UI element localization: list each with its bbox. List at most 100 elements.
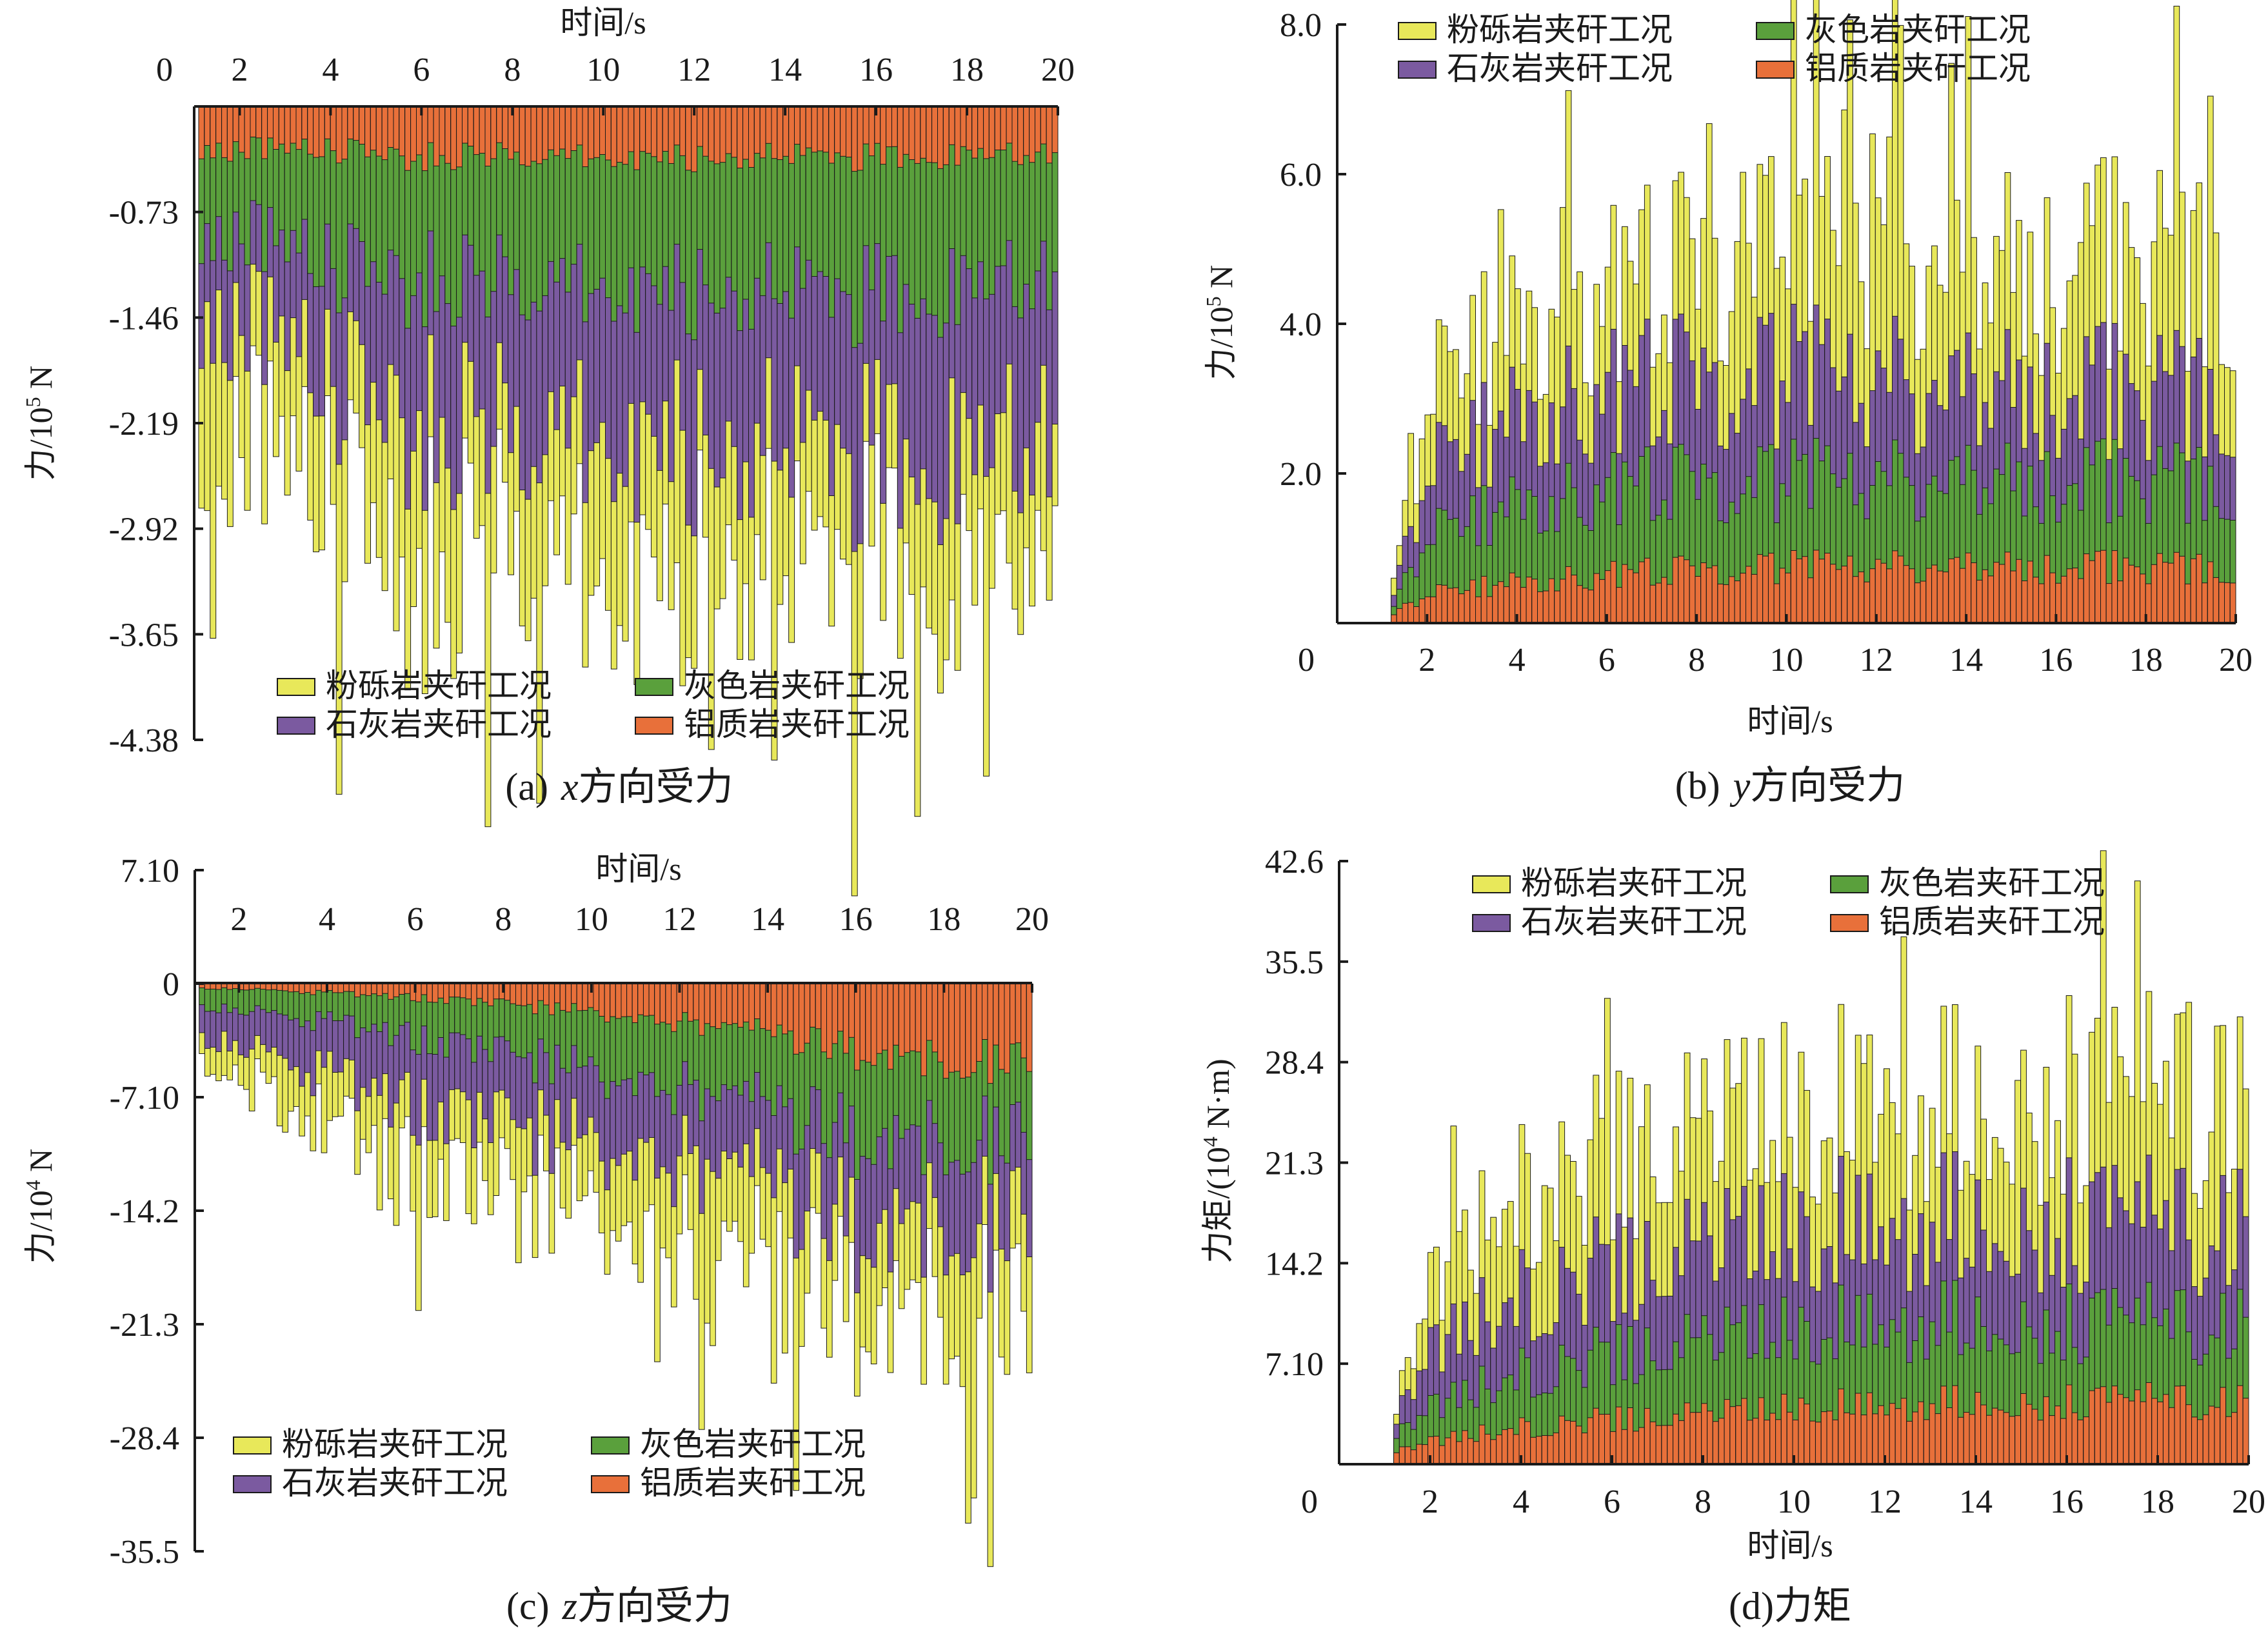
bar-orange — [1453, 587, 1459, 624]
bar-orange — [307, 106, 314, 155]
bar-orange — [267, 106, 274, 139]
bar-orange — [959, 983, 966, 1078]
bar-orange — [1462, 1430, 1468, 1465]
panel-d-y-ticks: 7.10 14.2 21.3 28.4 35.5 42.6 — [1265, 844, 1348, 1383]
bar-orange — [1815, 1422, 1822, 1465]
bar-orange — [628, 106, 635, 152]
bar-orange — [1889, 1403, 1896, 1465]
bar-orange — [254, 983, 261, 989]
bar-orange — [1638, 1427, 1645, 1465]
bar-orange — [610, 106, 617, 167]
bar-orange — [920, 983, 927, 1077]
bar-orange — [846, 106, 852, 157]
bar-orange — [427, 106, 434, 143]
bar-orange — [2122, 557, 2129, 624]
bar-orange — [1604, 1414, 1611, 1465]
bar-orange — [2100, 550, 2107, 624]
bar-orange — [2066, 568, 2073, 624]
bar-orange — [2105, 583, 2113, 624]
bar-orange — [444, 106, 452, 164]
panel-a-xlabel: 时间/s — [560, 5, 646, 41]
bar-orange — [437, 983, 444, 998]
bar-orange — [1804, 1404, 1811, 1465]
bar-orange — [759, 106, 766, 159]
bar-orange — [1706, 568, 1713, 624]
legend-swatch-yellow — [233, 1436, 272, 1455]
bar-orange — [1946, 1407, 1953, 1465]
bar-orange — [1775, 1419, 1782, 1465]
bar-orange — [1809, 1420, 1816, 1465]
panel-b-xlabel: 时间/s — [1747, 703, 1833, 739]
bar-orange — [471, 983, 477, 1006]
bar-orange — [1740, 573, 1747, 624]
bar-orange — [1807, 577, 1814, 624]
bar-orange — [2010, 570, 2017, 624]
bar-orange — [1903, 565, 1910, 624]
y-tick-label: -28.4 — [110, 1420, 179, 1457]
bar-orange — [1912, 1411, 1918, 1465]
bar-orange — [1878, 1405, 1884, 1465]
y-tick-label: -4.38 — [109, 722, 179, 759]
bar-orange — [459, 983, 466, 998]
bar-orange — [851, 106, 858, 172]
bar-orange — [1484, 1433, 1491, 1465]
y-tick-label: 35.5 — [1265, 944, 1324, 981]
bar-orange — [2003, 1412, 2010, 1465]
bar-orange — [543, 983, 550, 1006]
panel-c-bars — [199, 983, 1033, 1567]
bar-orange — [1689, 1412, 1696, 1465]
bar-orange — [2179, 555, 2185, 624]
bar-orange — [1866, 1392, 1873, 1465]
bar-orange — [1571, 575, 1578, 624]
x-tick-label: 6 — [1598, 642, 1615, 679]
bar-orange — [2191, 1416, 2198, 1465]
bar-orange — [1507, 1428, 1514, 1465]
y-tick-label: -1.46 — [109, 300, 179, 337]
panel-a-ylabel: 力/105 N — [21, 366, 59, 481]
bar-orange — [639, 106, 646, 152]
bar-orange — [353, 106, 360, 141]
x-tick-label: 4 — [319, 901, 335, 938]
bar-orange — [365, 983, 372, 997]
bar-orange — [271, 983, 277, 990]
bar-orange — [815, 983, 822, 1029]
y-tick-label: 21.3 — [1265, 1146, 1324, 1182]
panel-a-legend: 粉砾岩夹矸工况 灰色岩夹矸工况 石灰岩夹矸工况 铝质岩夹矸工况 — [277, 668, 910, 742]
bar-orange — [1542, 590, 1549, 624]
bar-orange — [1929, 1403, 1936, 1465]
bar-orange — [1723, 584, 1729, 624]
bar-orange — [288, 983, 294, 993]
bar-orange — [726, 983, 733, 1026]
x-tick-label: 18 — [927, 901, 960, 938]
y-tick-label: 4.0 — [1280, 306, 1322, 343]
bar-orange — [1895, 1408, 1902, 1465]
x-tick-label: 6 — [407, 901, 424, 938]
bar-orange — [713, 106, 721, 164]
bar-orange — [2173, 551, 2180, 624]
bar-orange — [2162, 562, 2169, 624]
x-tick-label: 6 — [413, 52, 430, 88]
panel-c-xlabel: 时间/s — [595, 851, 681, 887]
bar-orange — [679, 106, 686, 156]
bar-orange — [2094, 551, 2102, 624]
bar-orange — [548, 983, 555, 1015]
bar-orange — [648, 983, 655, 1016]
bar-orange — [1577, 585, 1583, 624]
bar-orange — [337, 983, 344, 993]
legend-swatch-orange — [1830, 914, 1869, 932]
bar-orange — [1520, 587, 1527, 624]
bar-orange — [742, 106, 749, 160]
bar-orange — [1914, 582, 1921, 624]
y-tick-label: -3.65 — [109, 617, 179, 653]
panel-a: 2 4 6 8 10 12 14 16 18 20 0 -0.73 -1.46 -2.19 -2.92 -3… — [21, 5, 1075, 897]
bar-orange — [834, 106, 841, 154]
bar-orange — [948, 983, 955, 1073]
bar-orange — [1644, 557, 1651, 624]
x-tick-label: 14 — [768, 52, 802, 88]
bar-orange — [1492, 584, 1498, 624]
bar-orange — [665, 983, 672, 1024]
bar-orange — [1728, 576, 1735, 624]
bar-orange — [993, 983, 999, 1046]
bar-orange — [848, 983, 855, 1038]
bar-orange — [364, 106, 371, 157]
